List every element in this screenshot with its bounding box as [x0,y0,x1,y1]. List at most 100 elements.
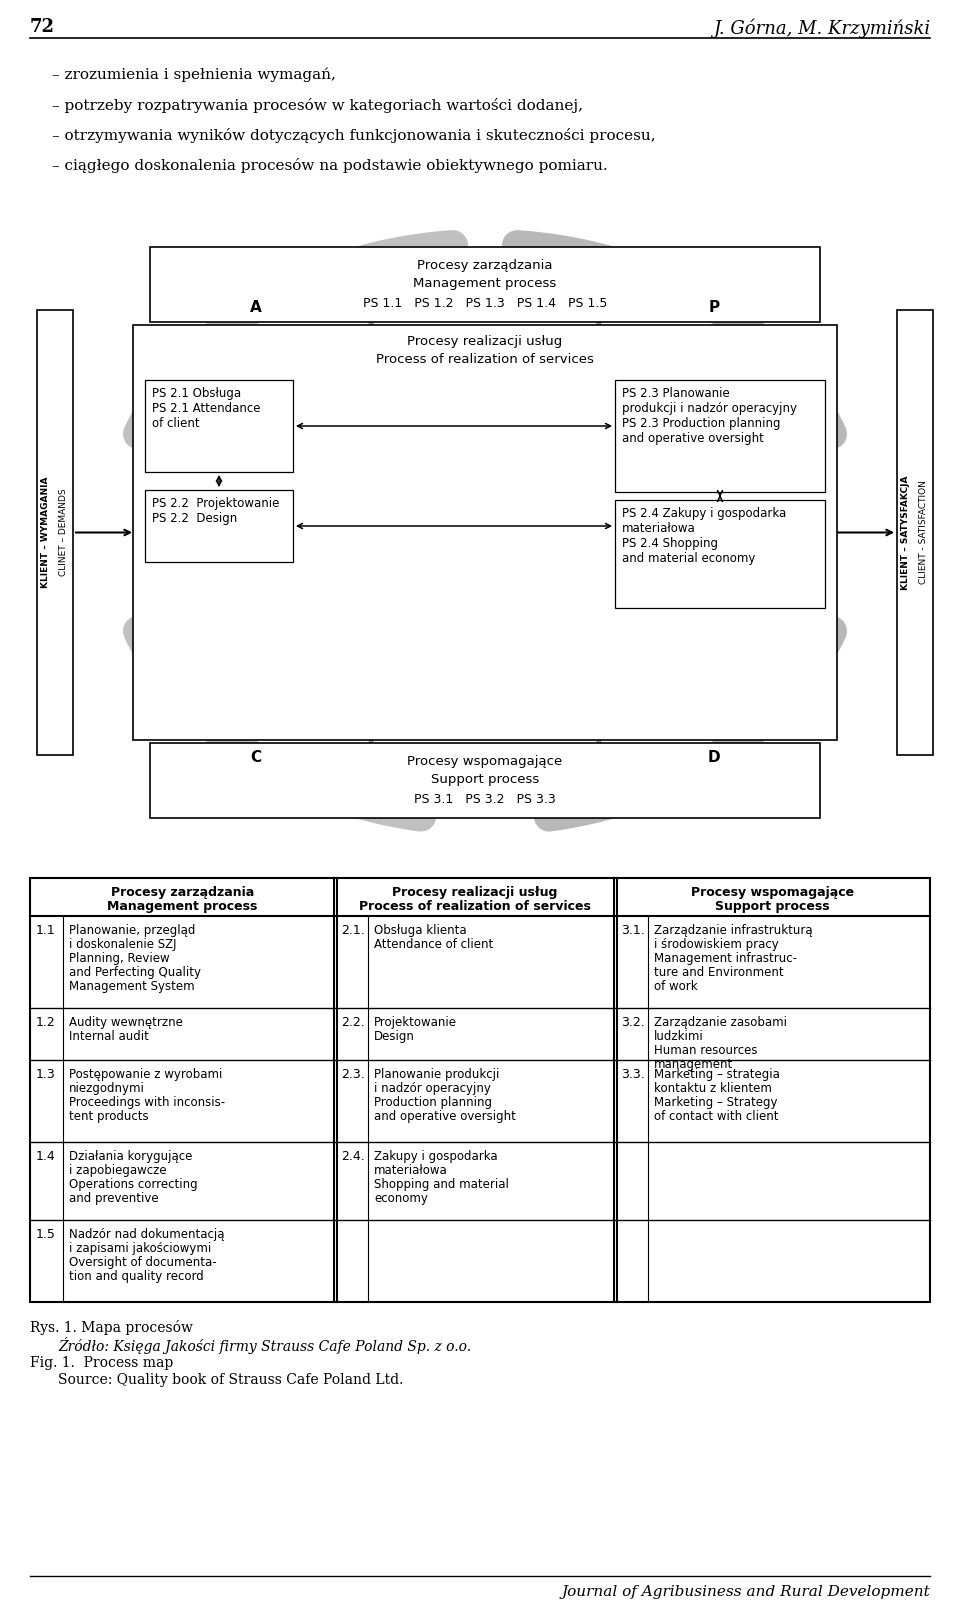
Text: i zapobiegawcze: i zapobiegawcze [69,1164,167,1177]
Text: i środowiskiem pracy: i środowiskiem pracy [654,938,779,951]
Text: and preventive: and preventive [69,1193,158,1206]
Text: J. Górna, M. Krzymiński: J. Górna, M. Krzymiński [713,18,930,37]
Text: PS 2.3 Production planning: PS 2.3 Production planning [622,416,780,429]
Text: Attendance of client: Attendance of client [374,938,493,951]
Text: Zarządzanie zasobami: Zarządzanie zasobami [654,1015,787,1030]
Text: niezgodnymi: niezgodnymi [69,1081,145,1094]
Text: produkcji i nadzór operacyjny: produkcji i nadzór operacyjny [622,402,797,415]
Text: Planning, Review: Planning, Review [69,952,170,965]
Text: Zarządzanie infrastrukturą: Zarządzanie infrastrukturą [654,923,812,938]
Bar [615,379,825,492]
Text: PS 2.1 Obsługa: PS 2.1 Obsługa [152,387,241,400]
Text: Projektowanie: Projektowanie [374,1015,457,1030]
Text: management: management [654,1059,733,1072]
Text: Działania korygujące: Działania korygujące [69,1151,192,1164]
Text: of work: of work [654,980,698,993]
Bar [30,878,930,1302]
Text: 72: 72 [30,18,55,36]
Text: and material economy: and material economy [622,552,756,565]
Text: Human resources: Human resources [654,1044,757,1057]
Text: PS 1.1   PS 1.2   PS 1.3   PS 1.4   PS 1.5: PS 1.1 PS 1.2 PS 1.3 PS 1.4 PS 1.5 [363,297,607,310]
Text: PS 2.3 Planowanie: PS 2.3 Planowanie [622,387,730,400]
Text: C: C [251,751,262,765]
Bar [615,500,825,608]
Text: 2.3.: 2.3. [341,1068,365,1081]
Text: Shopping and material: Shopping and material [374,1178,509,1191]
Text: Management process: Management process [108,901,257,914]
Text: i zapisami jakościowymi: i zapisami jakościowymi [69,1243,211,1256]
Text: Procesy realizacji usług: Procesy realizacji usług [407,336,563,349]
Text: Postępowanie z wyrobami: Postępowanie z wyrobami [69,1068,223,1081]
Text: Process of realization of services: Process of realization of services [359,901,591,914]
Text: Rys. 1. Mapa procesów: Rys. 1. Mapa procesów [30,1320,193,1335]
Text: tent products: tent products [69,1110,149,1123]
Text: Support process: Support process [431,773,540,786]
Text: materiałowa: materiałowa [374,1164,447,1177]
Text: Procesy zarządzania: Procesy zarządzania [418,258,553,273]
Text: – ciągłego doskonalenia procesów na podstawie obiektywnego pomiaru.: – ciągłego doskonalenia procesów na pods… [52,158,608,173]
Text: 3.3.: 3.3. [621,1068,645,1081]
Bar [150,247,820,323]
Text: Fig. 1.  Process map: Fig. 1. Process map [30,1356,173,1370]
Text: 1.5: 1.5 [36,1228,56,1241]
Bar [145,491,293,562]
Text: Management infrastruc-: Management infrastruc- [654,952,797,965]
Text: Procesy zarządzania: Procesy zarządzania [110,886,254,899]
Text: Management process: Management process [414,278,557,291]
Bar [133,324,837,739]
Text: 2.1.: 2.1. [341,923,365,938]
Text: of contact with client: of contact with client [654,1110,779,1123]
Text: KLIENT – WYMAGANIA: KLIENT – WYMAGANIA [41,476,51,587]
Text: materiałowa: materiałowa [622,521,696,534]
Text: A: A [251,300,262,315]
Text: Źródło: Księga Jakości firmy Strauss Cafe Poland Sp. z o.o.: Źródło: Księga Jakości firmy Strauss Caf… [58,1336,471,1354]
Text: Marketing – Strategy: Marketing – Strategy [654,1096,778,1109]
Text: Operations correcting: Operations correcting [69,1178,198,1191]
Text: – potrzeby rozpatrywania procesów w kategoriach wartości dodanej,: – potrzeby rozpatrywania procesów w kate… [52,98,583,113]
Text: economy: economy [374,1193,428,1206]
Text: 3.2.: 3.2. [621,1015,645,1030]
Text: of client: of client [152,416,200,429]
Text: D: D [708,751,720,765]
Text: – otrzymywania wyników dotyczących funkcjonowania i skuteczności procesu,: – otrzymywania wyników dotyczących funkc… [52,128,656,144]
Text: Process of realization of services: Process of realization of services [376,353,594,366]
Text: Nadzór nad dokumentacją: Nadzór nad dokumentacją [69,1228,225,1241]
Text: KLIENT – SATYSFAKCJA: KLIENT – SATYSFAKCJA [901,475,910,589]
Text: Procesy wspomagające: Procesy wspomagające [691,886,854,899]
Text: 1.1: 1.1 [36,923,56,938]
Text: and Perfecting Quality: and Perfecting Quality [69,967,201,980]
Text: Production planning: Production planning [374,1096,492,1109]
Text: i doskonalenie SZJ: i doskonalenie SZJ [69,938,177,951]
Text: Management System: Management System [69,980,195,993]
Bar [150,742,820,818]
Text: i nadzór operacyjny: i nadzór operacyjny [374,1081,491,1094]
Text: PS 2.2  Projektowanie: PS 2.2 Projektowanie [152,497,279,510]
Bar [37,310,73,755]
Text: 2.4.: 2.4. [341,1151,365,1164]
Text: CLIENT - SATISFACTION: CLIENT - SATISFACTION [919,481,927,584]
Text: 1.4: 1.4 [36,1151,56,1164]
Text: and operative oversight: and operative oversight [374,1110,516,1123]
Text: CLINET – DEMANDS: CLINET – DEMANDS [59,489,67,576]
Text: ture and Environment: ture and Environment [654,967,783,980]
Text: P: P [708,300,719,315]
Text: Oversight of documenta-: Oversight of documenta- [69,1256,217,1269]
Text: tion and quality record: tion and quality record [69,1270,204,1283]
Text: 2.2.: 2.2. [341,1015,365,1030]
Text: Planowanie produkcji: Planowanie produkcji [374,1068,499,1081]
Text: Support process: Support process [715,901,829,914]
Text: Design: Design [374,1030,415,1043]
Text: – zrozumienia i spełnienia wymagań,: – zrozumienia i spełnienia wymagań, [52,68,336,82]
Text: Internal audit: Internal audit [69,1030,149,1043]
Text: Zakupy i gospodarka: Zakupy i gospodarka [374,1151,497,1164]
Text: Audity wewnętrzne: Audity wewnętrzne [69,1015,182,1030]
Text: Marketing – strategia: Marketing – strategia [654,1068,780,1081]
Text: ludzkimi: ludzkimi [654,1030,704,1043]
Text: NIA: NIA [51,525,60,541]
Text: kontaktu z klientem: kontaktu z klientem [654,1081,772,1094]
Text: PS 2.4 Zakupy i gospodarka: PS 2.4 Zakupy i gospodarka [622,507,786,520]
Text: Procesy realizacji usług: Procesy realizacji usług [393,886,558,899]
Text: Procesy wspomagające: Procesy wspomagające [407,755,563,768]
Text: PS 2.4 Shopping: PS 2.4 Shopping [622,537,718,550]
Text: PS 3.1   PS 3.2   PS 3.3: PS 3.1 PS 3.2 PS 3.3 [414,792,556,805]
